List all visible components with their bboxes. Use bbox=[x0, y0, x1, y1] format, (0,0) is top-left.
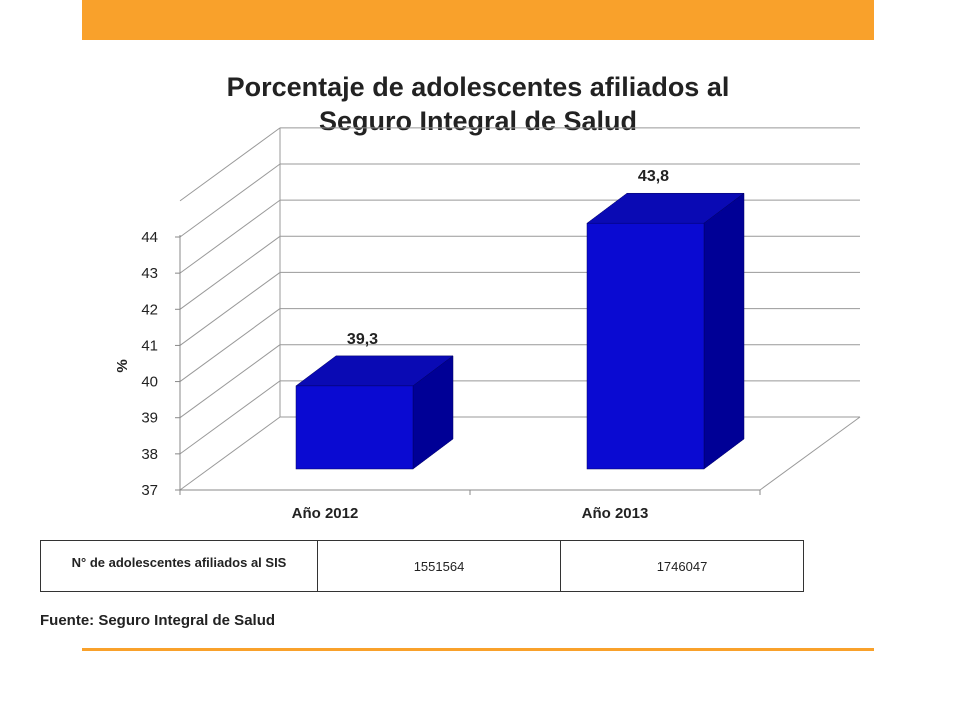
chart-title-line-2: Seguro Integral de Salud bbox=[318, 106, 638, 136]
chart-axes bbox=[175, 235, 761, 495]
source-note: Fuente: Seguro Integral de Salud bbox=[40, 612, 276, 629]
grid-line-side bbox=[179, 416, 281, 491]
x-tick-label: Año 2013 bbox=[582, 505, 649, 522]
data-label: 43,8 bbox=[638, 168, 669, 185]
floor-edge bbox=[759, 416, 861, 491]
bottom-accent-line bbox=[82, 648, 874, 651]
chart-labels: 37 38 39 40 41 42 43 44% 39,3 Año 2012 43,8 Año 201… bbox=[114, 168, 669, 522]
y-tick-label: 44 bbox=[141, 229, 158, 246]
chart-bars bbox=[295, 192, 745, 470]
table-cell-2013: 1746047 bbox=[560, 540, 804, 592]
grid-line-side bbox=[179, 199, 281, 274]
bar bbox=[586, 222, 705, 470]
chart-title: Porcentaje de adolescentes afiliados al … bbox=[82, 70, 874, 138]
y-axis-label: % bbox=[114, 359, 131, 372]
bar bbox=[295, 385, 414, 470]
grid-line-side bbox=[179, 235, 281, 310]
chart-title-line-1: Porcentaje de adolescentes afiliados al bbox=[226, 72, 730, 102]
y-tick-label: 39 bbox=[141, 410, 158, 427]
y-tick-label: 38 bbox=[141, 446, 158, 463]
y-tick-label: 43 bbox=[141, 265, 158, 282]
y-tick-label: 40 bbox=[141, 374, 158, 391]
y-tick-label: 37 bbox=[141, 482, 158, 499]
table-row: N° de adolescentes afiliados al SIS 1551… bbox=[40, 540, 804, 592]
table-cell-2012: 1551564 bbox=[317, 540, 561, 592]
x-tick-label: Año 2012 bbox=[292, 505, 359, 522]
grid-line-side bbox=[179, 272, 281, 346]
grid-line-side bbox=[179, 163, 281, 238]
grid-line-side bbox=[179, 127, 281, 202]
chart-grid bbox=[179, 127, 861, 491]
grid-line-side bbox=[179, 308, 281, 382]
y-tick-label: 42 bbox=[141, 301, 158, 318]
data-label: 39,3 bbox=[347, 331, 378, 348]
y-tick-label: 41 bbox=[141, 337, 158, 354]
grid-line-side bbox=[179, 344, 281, 419]
top-accent-bar bbox=[82, 0, 874, 40]
affiliates-table: N° de adolescentes afiliados al SIS 1551… bbox=[40, 540, 804, 592]
grid-line-side bbox=[179, 380, 281, 455]
table-row-label: N° de adolescentes afiliados al SIS bbox=[40, 540, 318, 592]
bar-side-face bbox=[703, 192, 745, 470]
